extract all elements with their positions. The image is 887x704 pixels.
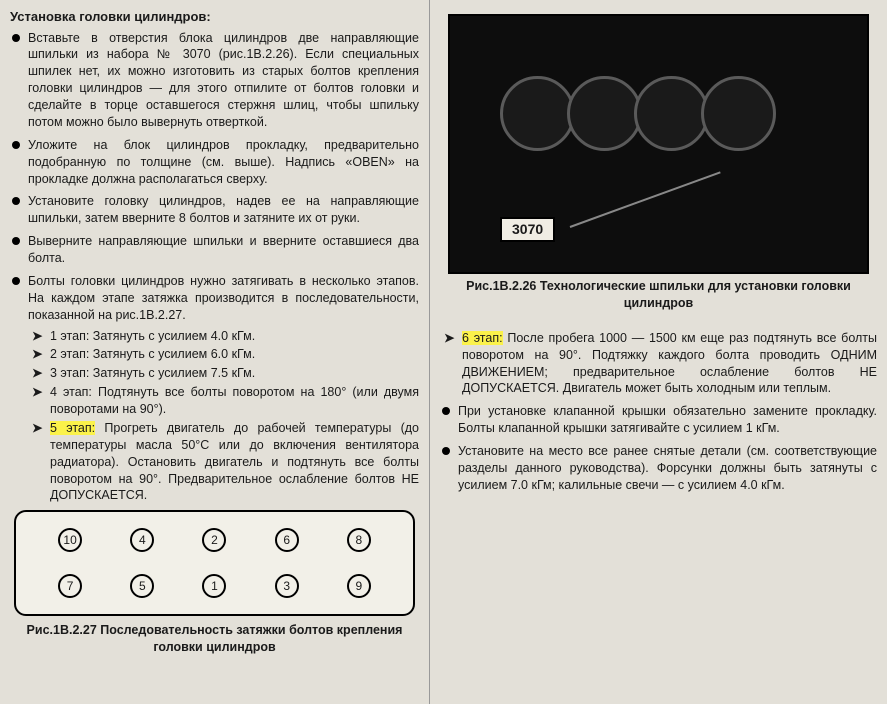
stage-5: ➤ 5 этап: Прогреть двигатель до рабочей т…: [28, 420, 419, 504]
stage-2: ➤ 2 этап: Затянуть с усилием 6.0 кГм.: [28, 346, 419, 363]
bolt-row-top: 10 4 2 6 8: [16, 528, 413, 552]
arrow-icon: ➤: [32, 328, 42, 345]
figure-1b-2-26-photo: 3070: [448, 14, 869, 274]
stage-4: ➤ 4 этап: Подтянуть все болты поворотом н…: [28, 384, 419, 418]
figure-26-caption: Рис.1В.2.26 Технологические шпильки для …: [448, 278, 869, 312]
bullet-3: Установите головку цилиндров, надев ее н…: [10, 193, 419, 227]
stage-3-text: 3 этап: Затянуть с усилием 7.5 кГм.: [50, 366, 255, 380]
stage-6-label: 6 этап:: [462, 331, 503, 345]
bullet-r3: Установите на место все ранее снятые дет…: [440, 443, 877, 494]
bullet-list-left: Вставьте в отверстия блока цилиндров две…: [10, 30, 419, 505]
stage-6: ➤ 6 этап: После пробега 1000 — 1500 км ещ…: [440, 330, 877, 398]
stage-list: ➤ 1 этап: Затянуть с усилием 4.0 кГм. ➤ 2 …: [28, 328, 419, 505]
bullet-5-text: Болты головки цилиндров нужно затягивать…: [28, 274, 419, 322]
arrow-icon: ➤: [32, 346, 42, 363]
bolt-row-bottom: 7 5 1 3 9: [16, 574, 413, 598]
figure-1b-2-27: 10 4 2 6 8 7 5 1 3 9: [14, 510, 415, 616]
left-column: Установка головки цилиндров: Вставьте в …: [0, 0, 430, 704]
cylinder-bore: [567, 76, 642, 151]
stage-3: ➤ 3 этап: Затянуть с усилием 7.5 кГм.: [28, 365, 419, 382]
bolt-10: 10: [58, 528, 82, 552]
bolt-7: 7: [58, 574, 82, 598]
arrow-icon: ➤: [32, 420, 42, 437]
stage-2-text: 2 этап: Затянуть с усилием 6.0 кГм.: [50, 347, 255, 361]
bullet-5: Болты головки цилиндров нужно затягивать…: [10, 273, 419, 504]
figure-27-caption: Рис.1В.2.27 Последовательность затяжки б…: [18, 622, 411, 656]
stage-4-text: 4 этап: Подтянуть все болты поворотом на…: [50, 385, 419, 416]
arrow-icon: ➤: [32, 384, 42, 401]
stage-6-list: ➤ 6 этап: После пробега 1000 — 1500 км ещ…: [440, 330, 877, 398]
bolt-1: 1: [202, 574, 226, 598]
label-3070: 3070: [500, 217, 555, 242]
heading-install: Установка головки цилиндров:: [10, 8, 419, 26]
bolt-2: 2: [202, 528, 226, 552]
bullet-list-right: При установке клапанной крышки обязатель…: [440, 403, 877, 493]
bullet-r2: При установке клапанной крышки обязатель…: [440, 403, 877, 437]
bolt-8: 8: [347, 528, 371, 552]
stage-1-text: 1 этап: Затянуть с усилием 4.0 кГм.: [50, 329, 255, 343]
cylinder-bores: [500, 76, 768, 151]
leader-line: [570, 171, 721, 228]
bolt-9: 9: [347, 574, 371, 598]
bolt-4: 4: [130, 528, 154, 552]
stage-6-text: После пробега 1000 — 1500 км еще раз под…: [462, 331, 877, 396]
cylinder-bore: [701, 76, 776, 151]
bullet-4: Выверните направляющие шпильки и ввернит…: [10, 233, 419, 267]
bolt-6: 6: [275, 528, 299, 552]
bullet-1: Вставьте в отверстия блока цилиндров две…: [10, 30, 419, 131]
stage-5-text: Прогреть двигатель до рабочей температур…: [50, 421, 419, 503]
stage-5-label: 5 этап:: [50, 421, 95, 435]
cylinder-bore: [500, 76, 575, 151]
cylinder-bore: [634, 76, 709, 151]
arrow-icon: ➤: [32, 365, 42, 382]
stage-1: ➤ 1 этап: Затянуть с усилием 4.0 кГм.: [28, 328, 419, 345]
bolt-sequence-diagram: 10 4 2 6 8 7 5 1 3 9: [16, 512, 413, 614]
bolt-3: 3: [275, 574, 299, 598]
right-column: 3070 Рис.1В.2.26 Технологические шпильки…: [430, 0, 887, 704]
bullet-2: Уложите на блок цилиндров прокладку, пре…: [10, 137, 419, 188]
arrow-icon: ➤: [444, 330, 454, 347]
bolt-5: 5: [130, 574, 154, 598]
